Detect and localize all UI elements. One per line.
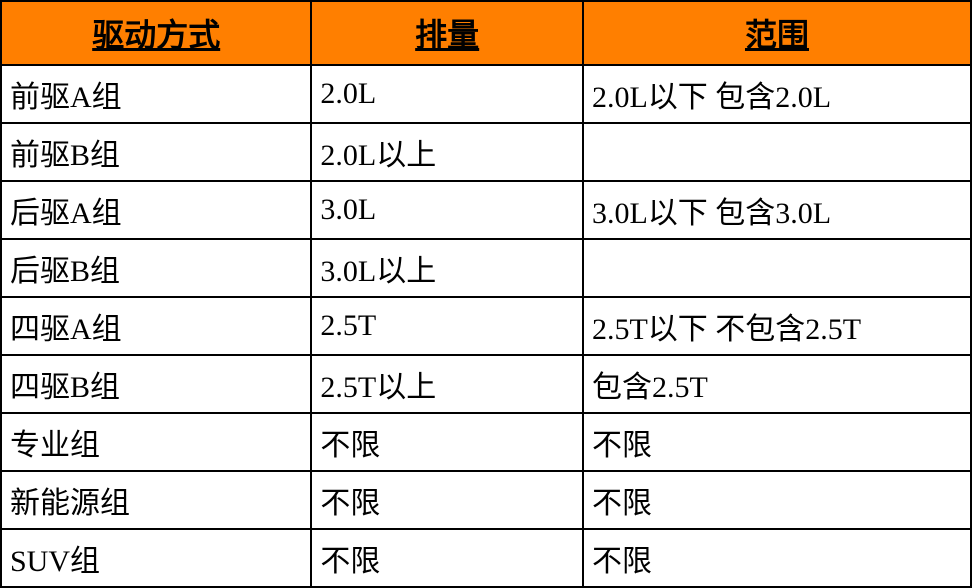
cell-displacement: 不限 <box>311 471 583 529</box>
cell-range: 包含2.5T <box>583 355 971 413</box>
cell-displacement: 2.5T <box>311 297 583 355</box>
table-header-row: 驱动方式 排量 范围 <box>1 1 971 65</box>
cell-displacement: 3.0L以上 <box>311 239 583 297</box>
cell-displacement: 2.5T以上 <box>311 355 583 413</box>
table-row: 后驱A组 3.0L 3.0L以下 包含3.0L <box>1 181 971 239</box>
table-row: 前驱B组 2.0L以上 <box>1 123 971 181</box>
cell-drive-type: 前驱A组 <box>1 65 311 123</box>
table-row: 专业组 不限 不限 <box>1 413 971 471</box>
cell-range: 不限 <box>583 413 971 471</box>
table-row: 后驱B组 3.0L以上 <box>1 239 971 297</box>
cell-displacement: 不限 <box>311 529 583 587</box>
cell-range <box>583 239 971 297</box>
cell-displacement: 不限 <box>311 413 583 471</box>
cell-range: 2.5T以下 不包含2.5T <box>583 297 971 355</box>
table-row: 新能源组 不限 不限 <box>1 471 971 529</box>
cell-range: 不限 <box>583 529 971 587</box>
cell-range: 3.0L以下 包含3.0L <box>583 181 971 239</box>
cell-displacement: 2.0L以上 <box>311 123 583 181</box>
header-range: 范围 <box>583 1 971 65</box>
header-displacement: 排量 <box>311 1 583 65</box>
cell-drive-type: 专业组 <box>1 413 311 471</box>
cell-displacement: 3.0L <box>311 181 583 239</box>
cell-range <box>583 123 971 181</box>
cell-drive-type: 后驱A组 <box>1 181 311 239</box>
cell-drive-type: 四驱A组 <box>1 297 311 355</box>
cell-displacement: 2.0L <box>311 65 583 123</box>
table-row: 四驱B组 2.5T以上 包含2.5T <box>1 355 971 413</box>
cell-drive-type: 四驱B组 <box>1 355 311 413</box>
classification-table: 驱动方式 排量 范围 前驱A组 2.0L 2.0L以下 包含2.0L 前驱B组 … <box>0 0 972 588</box>
table-row: 四驱A组 2.5T 2.5T以下 不包含2.5T <box>1 297 971 355</box>
cell-range: 2.0L以下 包含2.0L <box>583 65 971 123</box>
cell-drive-type: 前驱B组 <box>1 123 311 181</box>
header-drive-type: 驱动方式 <box>1 1 311 65</box>
cell-range: 不限 <box>583 471 971 529</box>
table-row: SUV组 不限 不限 <box>1 529 971 587</box>
cell-drive-type: SUV组 <box>1 529 311 587</box>
cell-drive-type: 新能源组 <box>1 471 311 529</box>
table-row: 前驱A组 2.0L 2.0L以下 包含2.0L <box>1 65 971 123</box>
cell-drive-type: 后驱B组 <box>1 239 311 297</box>
